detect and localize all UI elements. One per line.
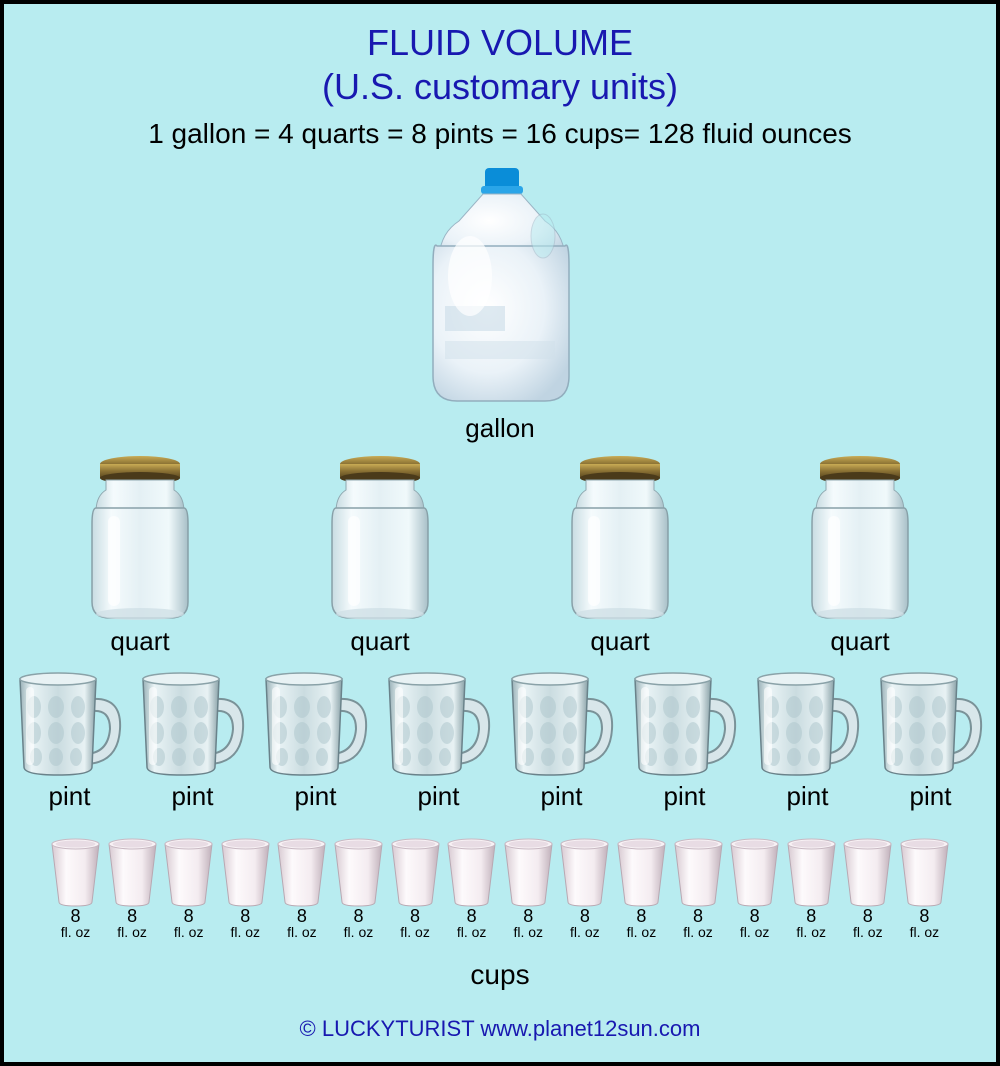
cup-item: 8 fl. oz <box>728 836 781 939</box>
pint-item: pint <box>135 669 250 812</box>
cup-unit: fl. oz <box>400 925 430 939</box>
cup-unit: fl. oz <box>910 925 940 939</box>
cup-icon <box>727 836 782 908</box>
conversion-equation: 1 gallon = 4 quarts = 8 pints = 16 cups=… <box>4 118 996 150</box>
pint-item: pint <box>258 669 373 812</box>
quart-item: quart <box>80 454 200 657</box>
cup-icon <box>557 836 612 908</box>
pint-label: pint <box>172 781 214 812</box>
pint-mug-icon <box>12 669 127 779</box>
cup-item: 8 fl. oz <box>898 836 951 939</box>
quart-label: quart <box>350 626 409 657</box>
title: FLUID VOLUME <box>4 22 996 64</box>
quart-jar-icon <box>320 454 440 624</box>
cup-unit: fl. oz <box>457 925 487 939</box>
pint-item: pint <box>750 669 865 812</box>
cup-unit: fl. oz <box>344 925 374 939</box>
cup-unit: fl. oz <box>174 925 204 939</box>
pint-label: pint <box>910 781 952 812</box>
quart-row: quart <box>4 454 996 657</box>
quart-label: quart <box>830 626 889 657</box>
quart-jar-icon <box>800 454 920 624</box>
subtitle: (U.S. customary units) <box>4 66 996 108</box>
pint-item: pint <box>381 669 496 812</box>
quart-item: quart <box>800 454 920 657</box>
quart-item: quart <box>560 454 680 657</box>
cup-icon <box>897 836 952 908</box>
cup-unit: fl. oz <box>853 925 883 939</box>
quart-label: quart <box>590 626 649 657</box>
cup-icon <box>784 836 839 908</box>
cup-item: 8 fl. oz <box>106 836 159 939</box>
pint-item: pint <box>627 669 742 812</box>
cup-icon <box>840 836 895 908</box>
cup-item: 8 fl. oz <box>219 836 272 939</box>
cup-icon <box>671 836 726 908</box>
pint-label: pint <box>49 781 91 812</box>
cup-item: 8 fl. oz <box>445 836 498 939</box>
pint-mug-icon <box>258 669 373 779</box>
pint-label: pint <box>787 781 829 812</box>
cup-unit: fl. oz <box>287 925 317 939</box>
cup-item: 8 fl. oz <box>785 836 838 939</box>
cup-unit: fl. oz <box>740 925 770 939</box>
credit-line: © LUCKYTURIST www.planet12sun.com <box>4 1016 996 1042</box>
cup-item: 8 fl. oz <box>615 836 668 939</box>
pint-mug-icon <box>627 669 742 779</box>
pint-label: pint <box>295 781 337 812</box>
gallon-icon <box>395 166 605 411</box>
pint-mug-icon <box>135 669 250 779</box>
cup-unit: fl. oz <box>683 925 713 939</box>
cups-heading: cups <box>4 959 996 991</box>
cup-item: 8 fl. oz <box>672 836 725 939</box>
cup-unit: fl. oz <box>117 925 147 939</box>
cup-icon <box>161 836 216 908</box>
pint-mug-icon <box>750 669 865 779</box>
cup-icon <box>388 836 443 908</box>
cup-icon <box>331 836 386 908</box>
cup-item: 8 fl. oz <box>841 836 894 939</box>
pint-label: pint <box>418 781 460 812</box>
cup-unit: fl. oz <box>796 925 826 939</box>
quart-item: quart <box>320 454 440 657</box>
quart-jar-icon <box>560 454 680 624</box>
cup-item: 8 fl. oz <box>558 836 611 939</box>
cup-icon <box>444 836 499 908</box>
pint-mug-icon <box>873 669 988 779</box>
pint-label: pint <box>664 781 706 812</box>
pint-item: pint <box>504 669 619 812</box>
cup-icon <box>105 836 160 908</box>
cup-item: 8 fl. oz <box>332 836 385 939</box>
cup-row: 8 fl. oz 8 fl. oz <box>4 836 996 939</box>
gallon-item: gallon <box>395 166 605 444</box>
pint-label: pint <box>541 781 583 812</box>
cup-item: 8 fl. oz <box>275 836 328 939</box>
gallon-label: gallon <box>465 413 534 444</box>
cup-item: 8 fl. oz <box>502 836 555 939</box>
cup-unit: fl. oz <box>627 925 657 939</box>
cup-item: 8 fl. oz <box>389 836 442 939</box>
cup-unit: fl. oz <box>61 925 91 939</box>
cup-icon <box>48 836 103 908</box>
cup-item: 8 fl. oz <box>162 836 215 939</box>
cup-icon <box>501 836 556 908</box>
pint-item: pint <box>873 669 988 812</box>
cup-icon <box>614 836 669 908</box>
pint-mug-icon <box>504 669 619 779</box>
cup-unit: fl. oz <box>230 925 260 939</box>
gallon-row: gallon <box>4 166 996 444</box>
pint-row: pint <box>4 669 996 812</box>
pint-mug-icon <box>381 669 496 779</box>
cup-unit: fl. oz <box>513 925 543 939</box>
pint-item: pint <box>12 669 127 812</box>
quart-jar-icon <box>80 454 200 624</box>
cup-icon <box>218 836 273 908</box>
cup-item: 8 fl. oz <box>49 836 102 939</box>
cup-icon <box>274 836 329 908</box>
cup-unit: fl. oz <box>570 925 600 939</box>
quart-label: quart <box>110 626 169 657</box>
